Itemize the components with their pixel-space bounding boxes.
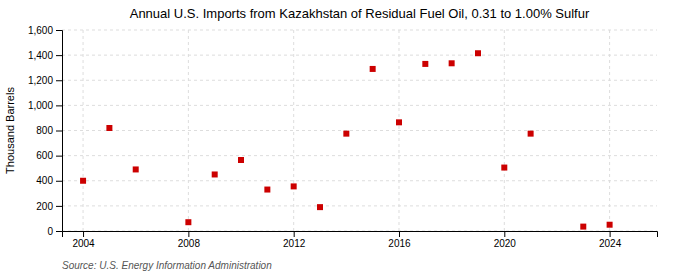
tick-label: 2016 [388,238,411,249]
tick: 2008 [178,231,201,249]
points [80,50,613,229]
grid-line-y [62,130,657,131]
grid-line-y [62,55,657,56]
grid-line-x [293,30,294,231]
title: Annual U.S. Imports from Kazakhstan of R… [130,6,590,21]
tick-mark [56,55,62,56]
plot-area: 2004 2008 2012 2016 2020 2024 0 200 400 600 800 1,0… [28,25,658,249]
tick: 2024 [599,231,622,249]
point [528,131,534,137]
point [475,50,481,56]
tick-mark [188,231,189,237]
axis-line [63,232,658,238]
grid-line-y [62,80,657,81]
tick: 2020 [494,231,517,249]
point [449,60,455,66]
tick-label: 2008 [178,238,201,249]
y-axis: 0 200 400 600 800 1,000 1,200 1,400 1,600 [28,25,63,237]
point [238,157,244,163]
tick: 600 [36,150,62,161]
tick-mark [56,131,62,132]
grid-line-y [62,205,657,206]
grid-line-x [504,30,505,231]
y-axis-title: Thousand Barrels [4,87,16,174]
grid-line-x [83,30,84,231]
tick-label: 2020 [494,238,517,249]
tick: 1,200 [28,75,62,86]
chart: 2004 2008 2012 2016 2020 2024 0 200 400 600 800 1,0… [0,0,675,275]
point [80,178,86,184]
point [317,204,323,210]
tick: 1,600 [28,25,62,36]
point [133,166,139,172]
tick-label: 200 [36,201,53,212]
tick: 0 [47,226,62,237]
grid-line-y [62,30,657,31]
axis-line [56,31,63,232]
tick-mark [83,231,84,237]
tick-label: 2024 [599,238,622,249]
point [501,165,507,171]
tick-mark [56,156,62,157]
tick-mark [56,206,62,207]
point [106,125,112,131]
source: Source: U.S. Energy Information Administ… [62,260,272,271]
point [185,219,191,225]
tick-label: 800 [36,125,53,136]
tick-label: 1,600 [28,25,53,36]
grid-line-y [62,180,657,181]
point [396,119,402,125]
tick-mark [294,231,295,237]
tick-mark [56,181,62,182]
tick-mark [56,105,62,106]
grid-line-y [62,155,657,156]
point [343,131,349,137]
point [291,183,297,189]
tick-label: 400 [36,175,53,186]
point [264,187,270,193]
tick-label: 600 [36,150,53,161]
point [370,66,376,72]
point [580,224,586,230]
grid-line-y [62,105,657,106]
tick-label: 2012 [283,238,306,249]
tick: 200 [36,201,62,212]
point [212,171,218,177]
tick-label: 2004 [72,238,95,249]
tick: 2016 [388,231,411,249]
tick-mark [504,231,505,237]
tick-label: 1,200 [28,75,53,86]
tick: 800 [36,125,62,136]
tick-label: 0 [47,226,53,237]
grid [62,30,657,231]
tick-mark [56,80,62,81]
tick-label: 1,000 [28,100,53,111]
tick-mark [56,231,62,232]
tick-mark [56,30,62,31]
tick: 1,000 [28,100,62,111]
grid-line-x [609,30,610,231]
grid-line-x [398,30,399,231]
grid-line-x [188,30,189,231]
point [607,222,613,228]
tick-mark [399,231,400,237]
tick: 2012 [283,231,306,249]
tick: 2004 [72,231,95,249]
tick: 400 [36,175,62,186]
x-axis: 2004 2008 2012 2016 2020 2024 [63,231,658,249]
tick: 1,400 [28,50,62,61]
tick-mark [610,231,611,237]
tick-label: 1,400 [28,50,53,61]
point [422,61,428,67]
